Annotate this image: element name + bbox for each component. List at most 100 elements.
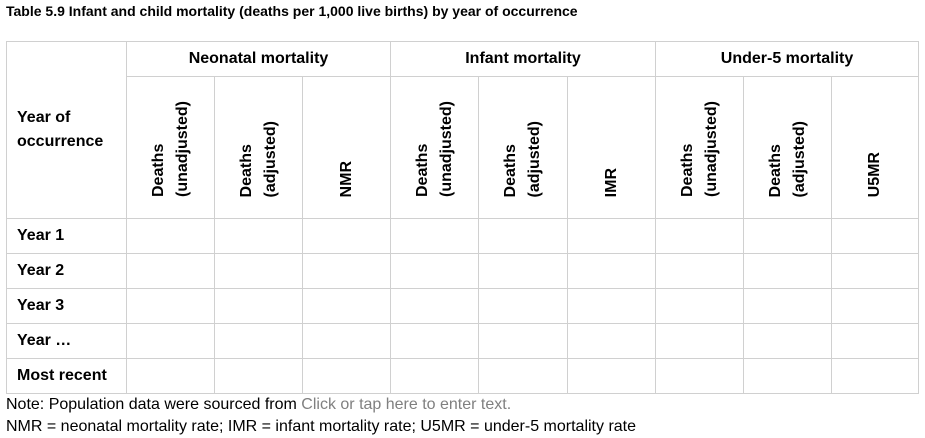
table-cell[interactable]: [302, 323, 391, 359]
table-cell[interactable]: [655, 218, 744, 254]
table-cell[interactable]: [655, 323, 744, 359]
row-label: Year 2: [6, 253, 127, 289]
table-caption: Table 5.9 Infant and child mortality (de…: [6, 3, 578, 19]
table-cell[interactable]: [390, 218, 479, 254]
table-cell[interactable]: [302, 358, 391, 394]
column-header-text: Deaths (adjusted): [764, 121, 812, 213]
table-cell[interactable]: [478, 288, 568, 324]
column-header-text: Deaths (unadjusted): [411, 101, 459, 213]
year-column-header: Year of occurrence: [6, 41, 127, 219]
column-header-text: Deaths (unadjusted): [676, 101, 724, 213]
year-header-line2: occurrence: [17, 133, 104, 150]
column-header-line1: Deaths: [149, 143, 167, 197]
column-header: Deaths (adjusted): [743, 76, 832, 219]
table-cell[interactable]: [214, 218, 303, 254]
table-cell[interactable]: [743, 253, 832, 289]
table-cell[interactable]: [567, 253, 656, 289]
table-cell[interactable]: [478, 253, 568, 289]
table-cell[interactable]: [831, 218, 919, 254]
column-header-line2: (adjusted): [261, 120, 279, 197]
table-cell[interactable]: [743, 218, 832, 254]
column-header: Deaths (unadjusted): [390, 76, 479, 219]
table-cell[interactable]: [126, 253, 215, 289]
table-cell[interactable]: [831, 323, 919, 359]
group-header-under5: Under-5 mortality: [655, 41, 919, 77]
table-cell[interactable]: [567, 358, 656, 394]
table-cell[interactable]: [126, 358, 215, 394]
table-row: Year …: [6, 323, 919, 359]
column-header: Deaths (adjusted): [214, 76, 303, 219]
table-cell[interactable]: [655, 253, 744, 289]
table-body: Year 1 Year 2 Year 3 Year … Most recent: [6, 218, 919, 394]
table-cell[interactable]: [214, 323, 303, 359]
table-row: Most recent: [6, 358, 919, 394]
row-label: Year 1: [6, 218, 127, 254]
table-cell[interactable]: [655, 288, 744, 324]
table-cell[interactable]: [302, 253, 391, 289]
table-row: Year 2: [6, 253, 919, 289]
column-header-line1: IMR: [602, 167, 620, 197]
group-header-neonatal: Neonatal mortality: [126, 41, 391, 77]
column-header-text: U5MR: [863, 152, 887, 213]
row-label: Year …: [6, 323, 127, 359]
column-header: U5MR: [831, 76, 919, 219]
row-label: Year 3: [6, 288, 127, 324]
table-cell[interactable]: [567, 288, 656, 324]
table-cell[interactable]: [478, 218, 568, 254]
source-note-prefix: Note: Population data were sourced from: [6, 396, 302, 413]
column-header-line2: (adjusted): [526, 120, 543, 197]
column-header-line1: Deaths: [502, 143, 519, 197]
table-cell[interactable]: [390, 358, 479, 394]
table-cell[interactable]: [214, 358, 303, 394]
column-header-line1: Deaths: [413, 143, 431, 197]
column-header-line1: Deaths: [766, 143, 784, 197]
column-header-line1: U5MR: [866, 151, 883, 197]
column-header-text: Deaths (adjusted): [235, 121, 283, 213]
column-header-text: IMR: [600, 168, 624, 213]
table-cell[interactable]: [478, 358, 568, 394]
column-header: NMR: [302, 76, 391, 219]
column-header-line2: (unadjusted): [173, 101, 191, 197]
table-cell[interactable]: [390, 253, 479, 289]
column-header-line2: (unadjusted): [437, 101, 455, 197]
table-cell[interactable]: [831, 253, 919, 289]
year-header-line1: Year of: [17, 109, 71, 126]
table-cell[interactable]: [743, 323, 832, 359]
column-header-line1: NMR: [337, 160, 355, 197]
column-header-text: Deaths (adjusted): [499, 121, 547, 213]
table-cell[interactable]: [302, 218, 391, 254]
column-header-line2: (unadjusted): [702, 101, 720, 197]
table-cell[interactable]: [567, 323, 656, 359]
abbreviations-note: NMR = neonatal mortality rate; IMR = inf…: [6, 418, 637, 435]
column-header-line1: Deaths: [678, 143, 696, 197]
table-cell[interactable]: [567, 218, 656, 254]
column-header-text: NMR: [335, 161, 359, 213]
table-cell[interactable]: [302, 288, 391, 324]
mortality-table: Year of occurrence Neonatal mortality In…: [6, 41, 919, 394]
group-header-row: Year of occurrence Neonatal mortality In…: [6, 41, 919, 219]
table-cell[interactable]: [478, 323, 568, 359]
column-header-text: Deaths (unadjusted): [147, 101, 195, 213]
table-row: Year 1: [6, 218, 919, 254]
table-cell[interactable]: [390, 288, 479, 324]
row-label: Most recent: [6, 358, 127, 394]
table-cell[interactable]: [655, 358, 744, 394]
table-cell[interactable]: [743, 358, 832, 394]
column-header: IMR: [567, 76, 656, 219]
source-placeholder-field[interactable]: Click or tap here to enter text.: [301, 396, 512, 413]
table-cell[interactable]: [126, 288, 215, 324]
table-cell[interactable]: [126, 323, 215, 359]
column-header: Deaths (adjusted): [478, 76, 568, 219]
table-row: Year 3: [6, 288, 919, 324]
column-header-line1: Deaths: [237, 143, 255, 197]
table-cell[interactable]: [214, 253, 303, 289]
column-header: Deaths (unadjusted): [655, 76, 744, 219]
table-cell[interactable]: [831, 288, 919, 324]
table-cell[interactable]: [390, 323, 479, 359]
subheader-row: Deaths (unadjusted) Deaths (adjusted) NMR Dea…: [7, 76, 919, 219]
table-cell[interactable]: [126, 218, 215, 254]
table-cell[interactable]: [743, 288, 832, 324]
table-cell[interactable]: [214, 288, 303, 324]
table-cell[interactable]: [831, 358, 919, 394]
source-note: Note: Population data were sourced from …: [6, 396, 511, 414]
